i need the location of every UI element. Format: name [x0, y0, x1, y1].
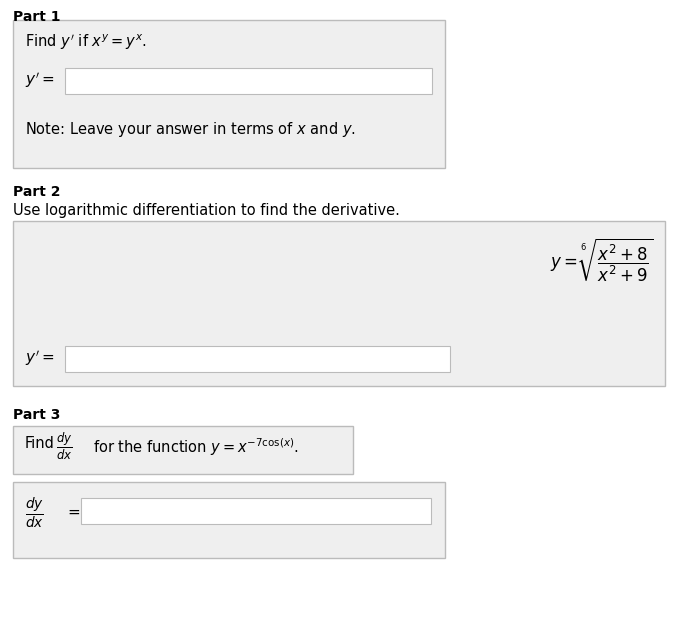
Text: $y = \sqrt[6]{\dfrac{x^2+8}{x^2+9}}$: $y = \sqrt[6]{\dfrac{x^2+8}{x^2+9}}$ — [550, 236, 653, 284]
Bar — [13, 426, 353, 474]
Text: $=$: $=$ — [65, 504, 81, 519]
Text: Use logarithmic differentiation to find the derivative.: Use logarithmic differentiation to find … — [13, 203, 400, 218]
Text: Part 2: Part 2 — [13, 185, 60, 199]
Bar — [13, 20, 445, 168]
Text: Part 3: Part 3 — [13, 408, 60, 422]
Text: $\frac{dy}{dx}$: $\frac{dy}{dx}$ — [25, 495, 44, 530]
Bar — [81, 498, 431, 524]
Text: Part 1: Part 1 — [13, 10, 60, 24]
Text: $\frac{dy}{dx}$: $\frac{dy}{dx}$ — [56, 431, 72, 463]
Text: Find: Find — [25, 436, 55, 451]
Text: Note: Leave your answer in terms of $x$ and $y$.: Note: Leave your answer in terms of $x$ … — [25, 120, 356, 139]
Text: $y' =$: $y' =$ — [25, 70, 55, 89]
Bar — [65, 68, 432, 94]
Bar — [13, 482, 445, 558]
Bar — [13, 221, 665, 386]
Text: $y' =$: $y' =$ — [25, 348, 55, 368]
Text: for the function $y = x^{-7\cos(x)}$.: for the function $y = x^{-7\cos(x)}$. — [93, 436, 299, 458]
Text: Find $y'$ if $x^y = y^x$.: Find $y'$ if $x^y = y^x$. — [25, 32, 147, 51]
Bar — [65, 346, 450, 372]
